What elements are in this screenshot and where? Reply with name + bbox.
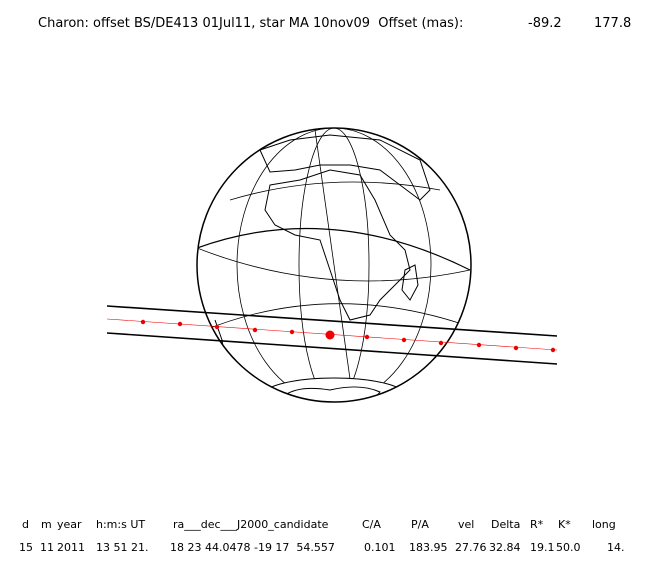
column-header: vel (458, 518, 474, 531)
cell: 50.0 (556, 541, 581, 554)
column-header: year (57, 518, 82, 531)
cell: 19.1 (530, 541, 555, 554)
cell: 14. (607, 541, 625, 554)
column-header: ra___dec___J2000_candidate (173, 518, 329, 531)
column-header: d (22, 518, 29, 531)
title: Charon: offset BS/DE413 01Jul11, star MA… (38, 16, 463, 31)
cell: 2011 (57, 541, 85, 554)
cell: 0.101 (364, 541, 396, 554)
column-header: K* (558, 518, 571, 531)
offset-ra: -89.2 (528, 16, 562, 31)
data-table: d m year h:m:s UT ra___dec___J2000_candidate… (19, 518, 625, 554)
cell: 183.95 (409, 541, 448, 554)
time-markers (140, 319, 556, 353)
column-header: P/A (411, 518, 429, 531)
column-header: long (592, 518, 616, 531)
offset-dec: 177.8 (594, 16, 631, 31)
column-header: m (41, 518, 52, 531)
cell: 18 23 44.0478 -19 17 54.557 (170, 541, 335, 554)
cell: 11 (40, 541, 54, 554)
header: Charon: offset BS/DE413 01Jul11, star MA… (38, 16, 631, 31)
column-header: R* (530, 518, 544, 531)
cell: 15 (19, 541, 33, 554)
cell: 32.84 (489, 541, 521, 554)
cell: 13 51 21. (96, 541, 148, 554)
column-header: Delta (491, 518, 520, 531)
cell: 27.76 (455, 541, 487, 554)
globe (196, 127, 472, 403)
column-header: C/A (362, 518, 381, 531)
column-header: h:m:s UT (96, 518, 145, 531)
shadow-path (106, 305, 558, 365)
shadow-limit (106, 305, 558, 337)
shadow-limit (106, 332, 558, 365)
